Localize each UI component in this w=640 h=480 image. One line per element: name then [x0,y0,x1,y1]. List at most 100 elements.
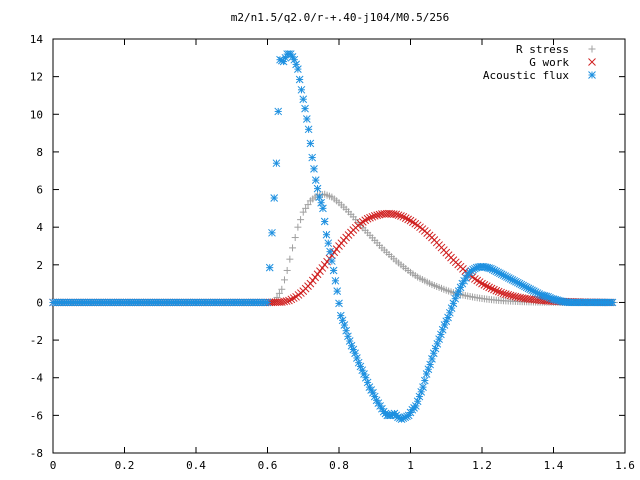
acoustic-flux-point [435,335,443,344]
g-work-point [475,278,484,286]
acoustic-flux-point [327,257,336,265]
acoustic-flux-point [324,239,333,248]
g-work-point [401,214,410,222]
g-work-point [516,293,524,302]
acoustic-flux-point [270,194,279,202]
x-tick-label: 1.4 [544,459,564,472]
g-work-point [311,273,320,282]
g-work-point [358,217,367,226]
acoustic-flux-point [299,95,308,104]
legend-label: Acoustic flux [483,69,569,82]
g-work-point [280,297,289,306]
acoustic-flux-point [335,299,343,308]
acoustic-flux-point [313,184,322,193]
x-tick-label: 0.6 [258,459,278,472]
x-tick-label: 0.8 [329,459,349,472]
acoustic-flux-point [413,397,422,406]
acoustic-flux-point [274,107,283,116]
g-work-point [492,286,501,295]
acoustic-flux-point [322,230,331,239]
acoustic-flux-point [310,164,318,173]
g-work-point [470,275,479,283]
g-work-point [394,211,403,220]
acoustic-flux-point [263,298,272,307]
g-work-point [370,212,379,220]
acoustic-flux-point [294,65,302,73]
r-stress-point [297,216,305,224]
acoustic-flux-point [268,228,276,237]
g-work-point [506,291,515,300]
g-work-point [313,270,322,279]
acoustic-flux-point [420,376,429,385]
g-work-point [490,285,498,294]
acoustic-flux-point [608,298,617,307]
acoustic-flux-point [367,386,376,394]
g-work-point [318,264,327,272]
g-work-point [499,289,508,298]
y-tick-label: 10 [30,108,43,121]
acoustic-flux-point [306,139,315,148]
g-work-point [320,260,329,269]
axis-ticks: 0 0.2 0.4 0.6 0.8 1 1.2 1.4 1.6 -8 -6 -4 -2 0 2 4 6 8 10 12… [30,33,635,472]
g-work-point [478,279,486,288]
y-tick-label: 8 [36,146,43,159]
acoustic-flux-point [315,193,324,201]
x-tick-label: 0.4 [186,459,206,472]
acoustic-flux-point [338,316,347,325]
g-work-point [287,295,296,304]
g-work-point [289,294,298,302]
acoustic-flux-point [342,326,351,335]
g-work-point [389,210,398,218]
g-work-point [501,290,510,298]
g-work-point [513,293,522,302]
g-work-point [361,216,370,225]
acoustic-flux-point [426,360,435,369]
acoustic-flux-point [363,378,372,387]
g-work-point [404,215,412,224]
x-tick-label: 0.2 [115,459,135,472]
g-work-point [406,216,415,225]
x-tick-label: 1.6 [615,459,635,472]
acoustic-flux-point [331,276,340,285]
r-stress-point [275,289,283,297]
g-work-point [306,279,315,288]
r-stress-point [291,234,299,242]
y-tick-label: 4 [36,221,43,234]
acoustic-flux-point [447,304,456,312]
g-work-point [485,283,494,292]
y-tick-label: -6 [30,409,43,422]
acoustic-flux-point [301,104,309,113]
g-work-point [363,214,372,223]
y-tick-label: 6 [36,184,43,197]
acoustic-flux-point [326,247,334,256]
acoustic-flux-point [317,198,325,207]
acoustic-flux-point [329,266,338,275]
series-2 [49,50,617,423]
g-work-point [308,276,317,285]
g-work-point [494,287,503,296]
g-work-point [397,212,405,220]
r-stress-point [299,208,307,216]
acoustic-flux-point [297,85,306,94]
g-work-point [285,296,293,305]
g-work-point [480,281,489,289]
g-work-point [373,211,381,220]
acoustic-flux-point [349,345,358,354]
acoustic-flux-point [333,287,342,296]
g-work-point [327,251,336,260]
g-work-point [392,210,401,219]
acoustic-flux-point [295,75,304,84]
r-stress-point [302,204,310,212]
acoustic-flux-point [445,308,454,317]
legend-marker [588,45,596,53]
legend-label: G work [529,56,569,69]
y-tick-label: 12 [30,71,43,84]
g-work-point [409,218,417,227]
acoustic-flux-point [419,383,427,391]
y-tick-label: 2 [36,259,43,272]
legend-marker [588,58,596,66]
g-work-point [511,292,520,301]
acoustic-flux-point [347,341,356,350]
